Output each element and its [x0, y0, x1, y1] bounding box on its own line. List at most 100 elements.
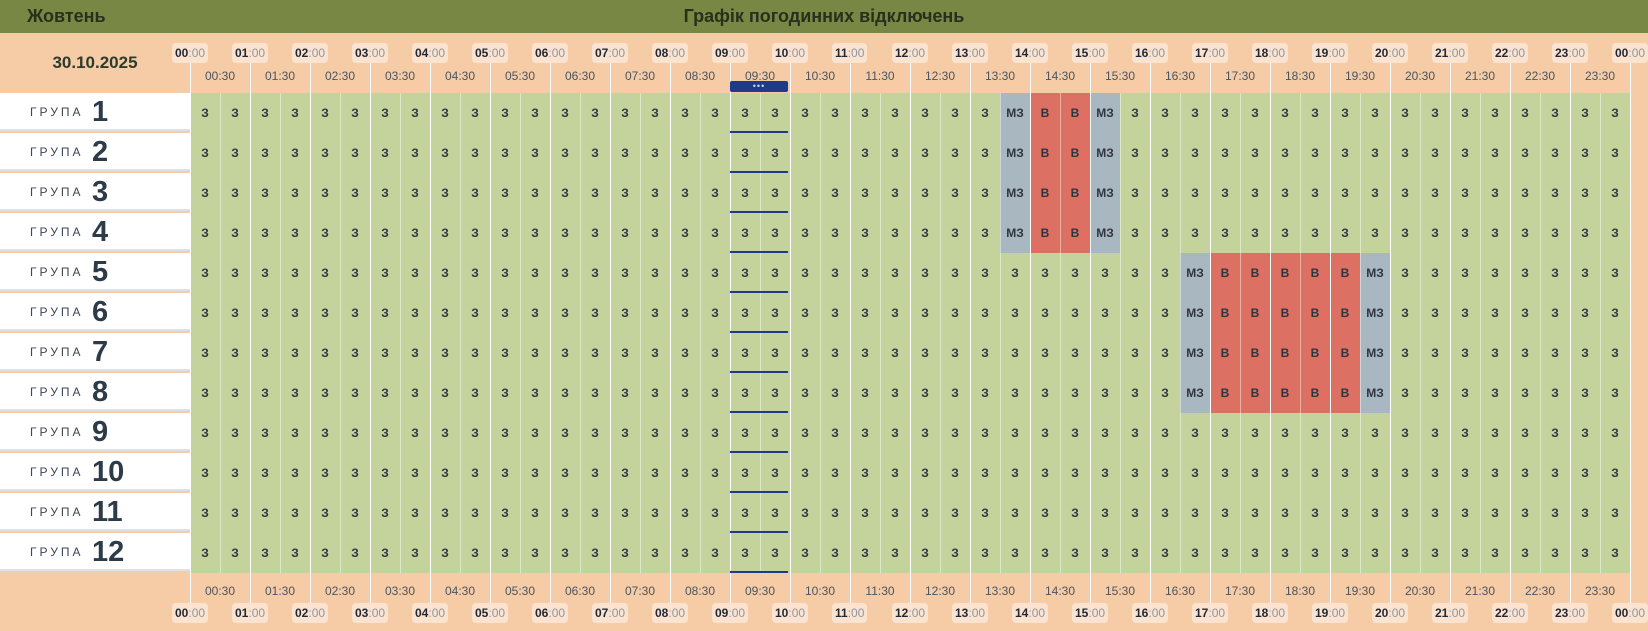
hour-gridline	[1150, 62, 1151, 604]
schedule-cell: З	[981, 546, 989, 560]
half-hour-label: 04:30	[444, 584, 476, 598]
schedule-cell: З	[351, 186, 359, 200]
schedule-cell: З	[321, 146, 329, 160]
schedule-cell: З	[1611, 306, 1619, 320]
half-hour-label: 12:30	[924, 69, 956, 83]
schedule-cell: З	[681, 466, 689, 480]
schedule-cell: З	[591, 266, 599, 280]
schedule-cell: З	[1041, 306, 1049, 320]
schedule-cell: З	[1251, 226, 1259, 240]
current-time-indicator: •••	[730, 81, 788, 92]
schedule-cell: З	[1521, 346, 1529, 360]
half-hour-label: 19:30	[1344, 69, 1376, 83]
group-label-11: ГРУПА 11	[0, 493, 190, 531]
schedule-cell: З	[381, 226, 389, 240]
schedule-cell: З	[1521, 266, 1529, 280]
schedule-cell: З	[741, 386, 749, 400]
schedule-cell: З	[921, 506, 929, 520]
schedule-cell: З	[1191, 106, 1199, 120]
hour-label-07: 07:00	[592, 603, 629, 623]
schedule-cell: З	[951, 546, 959, 560]
schedule-cell: З	[1191, 546, 1199, 560]
hour-gridline	[910, 62, 911, 604]
schedule-cell: З	[1251, 186, 1259, 200]
schedule-cell: З	[381, 106, 389, 120]
schedule-cell: З	[651, 466, 659, 480]
half-hour-gridline	[220, 93, 221, 573]
schedule-cell: З	[831, 386, 839, 400]
date-label: 30.10.2025	[52, 53, 138, 72]
schedule-cell: З	[321, 426, 329, 440]
schedule-cell: З	[201, 146, 209, 160]
schedule-cell: З	[561, 106, 569, 120]
schedule-cell: З	[801, 146, 809, 160]
current-time-marker	[730, 251, 788, 253]
schedule-cell: З	[441, 106, 449, 120]
schedule-cell: З	[261, 106, 269, 120]
schedule-cell: З	[1221, 106, 1229, 120]
schedule-cell: З	[1551, 546, 1559, 560]
schedule-cell: З	[1581, 226, 1589, 240]
schedule-cell: З	[981, 306, 989, 320]
schedule-cell: З	[1341, 106, 1349, 120]
hour-label-16: 16:00	[1132, 43, 1169, 63]
schedule-cell: З	[471, 146, 479, 160]
hour-gridline	[1570, 62, 1571, 604]
schedule-cell: З	[291, 386, 299, 400]
schedule-cell: З	[1191, 146, 1199, 160]
schedule-cell: З	[651, 426, 659, 440]
hour-label-06: 06:00	[532, 603, 569, 623]
half-hour-gridline	[1540, 93, 1541, 573]
hour-gridline	[1330, 62, 1331, 604]
half-hour-label: 11:30	[865, 584, 895, 598]
schedule-cell: В	[1300, 373, 1330, 413]
schedule-cell: З	[1131, 506, 1139, 520]
schedule-cell: З	[981, 466, 989, 480]
schedule-cell: З	[1071, 426, 1079, 440]
schedule-cell: З	[1461, 226, 1469, 240]
schedule-cell: В	[1060, 93, 1090, 133]
schedule-cell: З	[1581, 306, 1589, 320]
schedule-cell: З	[831, 186, 839, 200]
half-hour-gridline	[1000, 93, 1001, 573]
schedule-cell: В	[1210, 253, 1240, 293]
schedule-cell: З	[831, 146, 839, 160]
schedule-cell: З	[1341, 466, 1349, 480]
schedule-cell: З	[561, 226, 569, 240]
schedule-cell: З	[1251, 106, 1259, 120]
schedule-cell: МЗ	[1000, 213, 1030, 253]
schedule-cell: З	[651, 346, 659, 360]
schedule-cell: З	[1431, 226, 1439, 240]
schedule-cell: З	[861, 226, 869, 240]
schedule-cell: З	[801, 226, 809, 240]
schedule-cell: З	[1281, 426, 1289, 440]
schedule-cell: З	[591, 306, 599, 320]
half-hour-label: 20:30	[1404, 69, 1436, 83]
group-word: ГРУПА	[30, 185, 84, 199]
schedule-cell: З	[1401, 546, 1409, 560]
schedule-cell: З	[1161, 346, 1169, 360]
group-label-9: ГРУПА 9	[0, 413, 190, 451]
schedule-cell: З	[921, 186, 929, 200]
schedule-cell: З	[771, 506, 779, 520]
schedule-cell: З	[201, 186, 209, 200]
schedule-cell: З	[831, 546, 839, 560]
schedule-cell: З	[381, 306, 389, 320]
schedule-cell: З	[1131, 346, 1139, 360]
schedule-cell: З	[831, 106, 839, 120]
hour-label-06: 06:00	[532, 43, 569, 63]
schedule-cell: З	[1131, 226, 1139, 240]
schedule-cell: З	[621, 466, 629, 480]
schedule-cell: З	[681, 346, 689, 360]
group-word: ГРУПА	[30, 345, 84, 359]
schedule-cell: З	[201, 426, 209, 440]
schedule-cell: З	[711, 186, 719, 200]
schedule-cell: З	[501, 186, 509, 200]
schedule-cell: З	[471, 426, 479, 440]
schedule-cell: З	[771, 346, 779, 360]
header-bar	[0, 0, 1648, 33]
schedule-cell: З	[1551, 186, 1559, 200]
schedule-cell: З	[741, 426, 749, 440]
schedule-cell: З	[801, 306, 809, 320]
half-hour-gridline	[340, 93, 341, 573]
